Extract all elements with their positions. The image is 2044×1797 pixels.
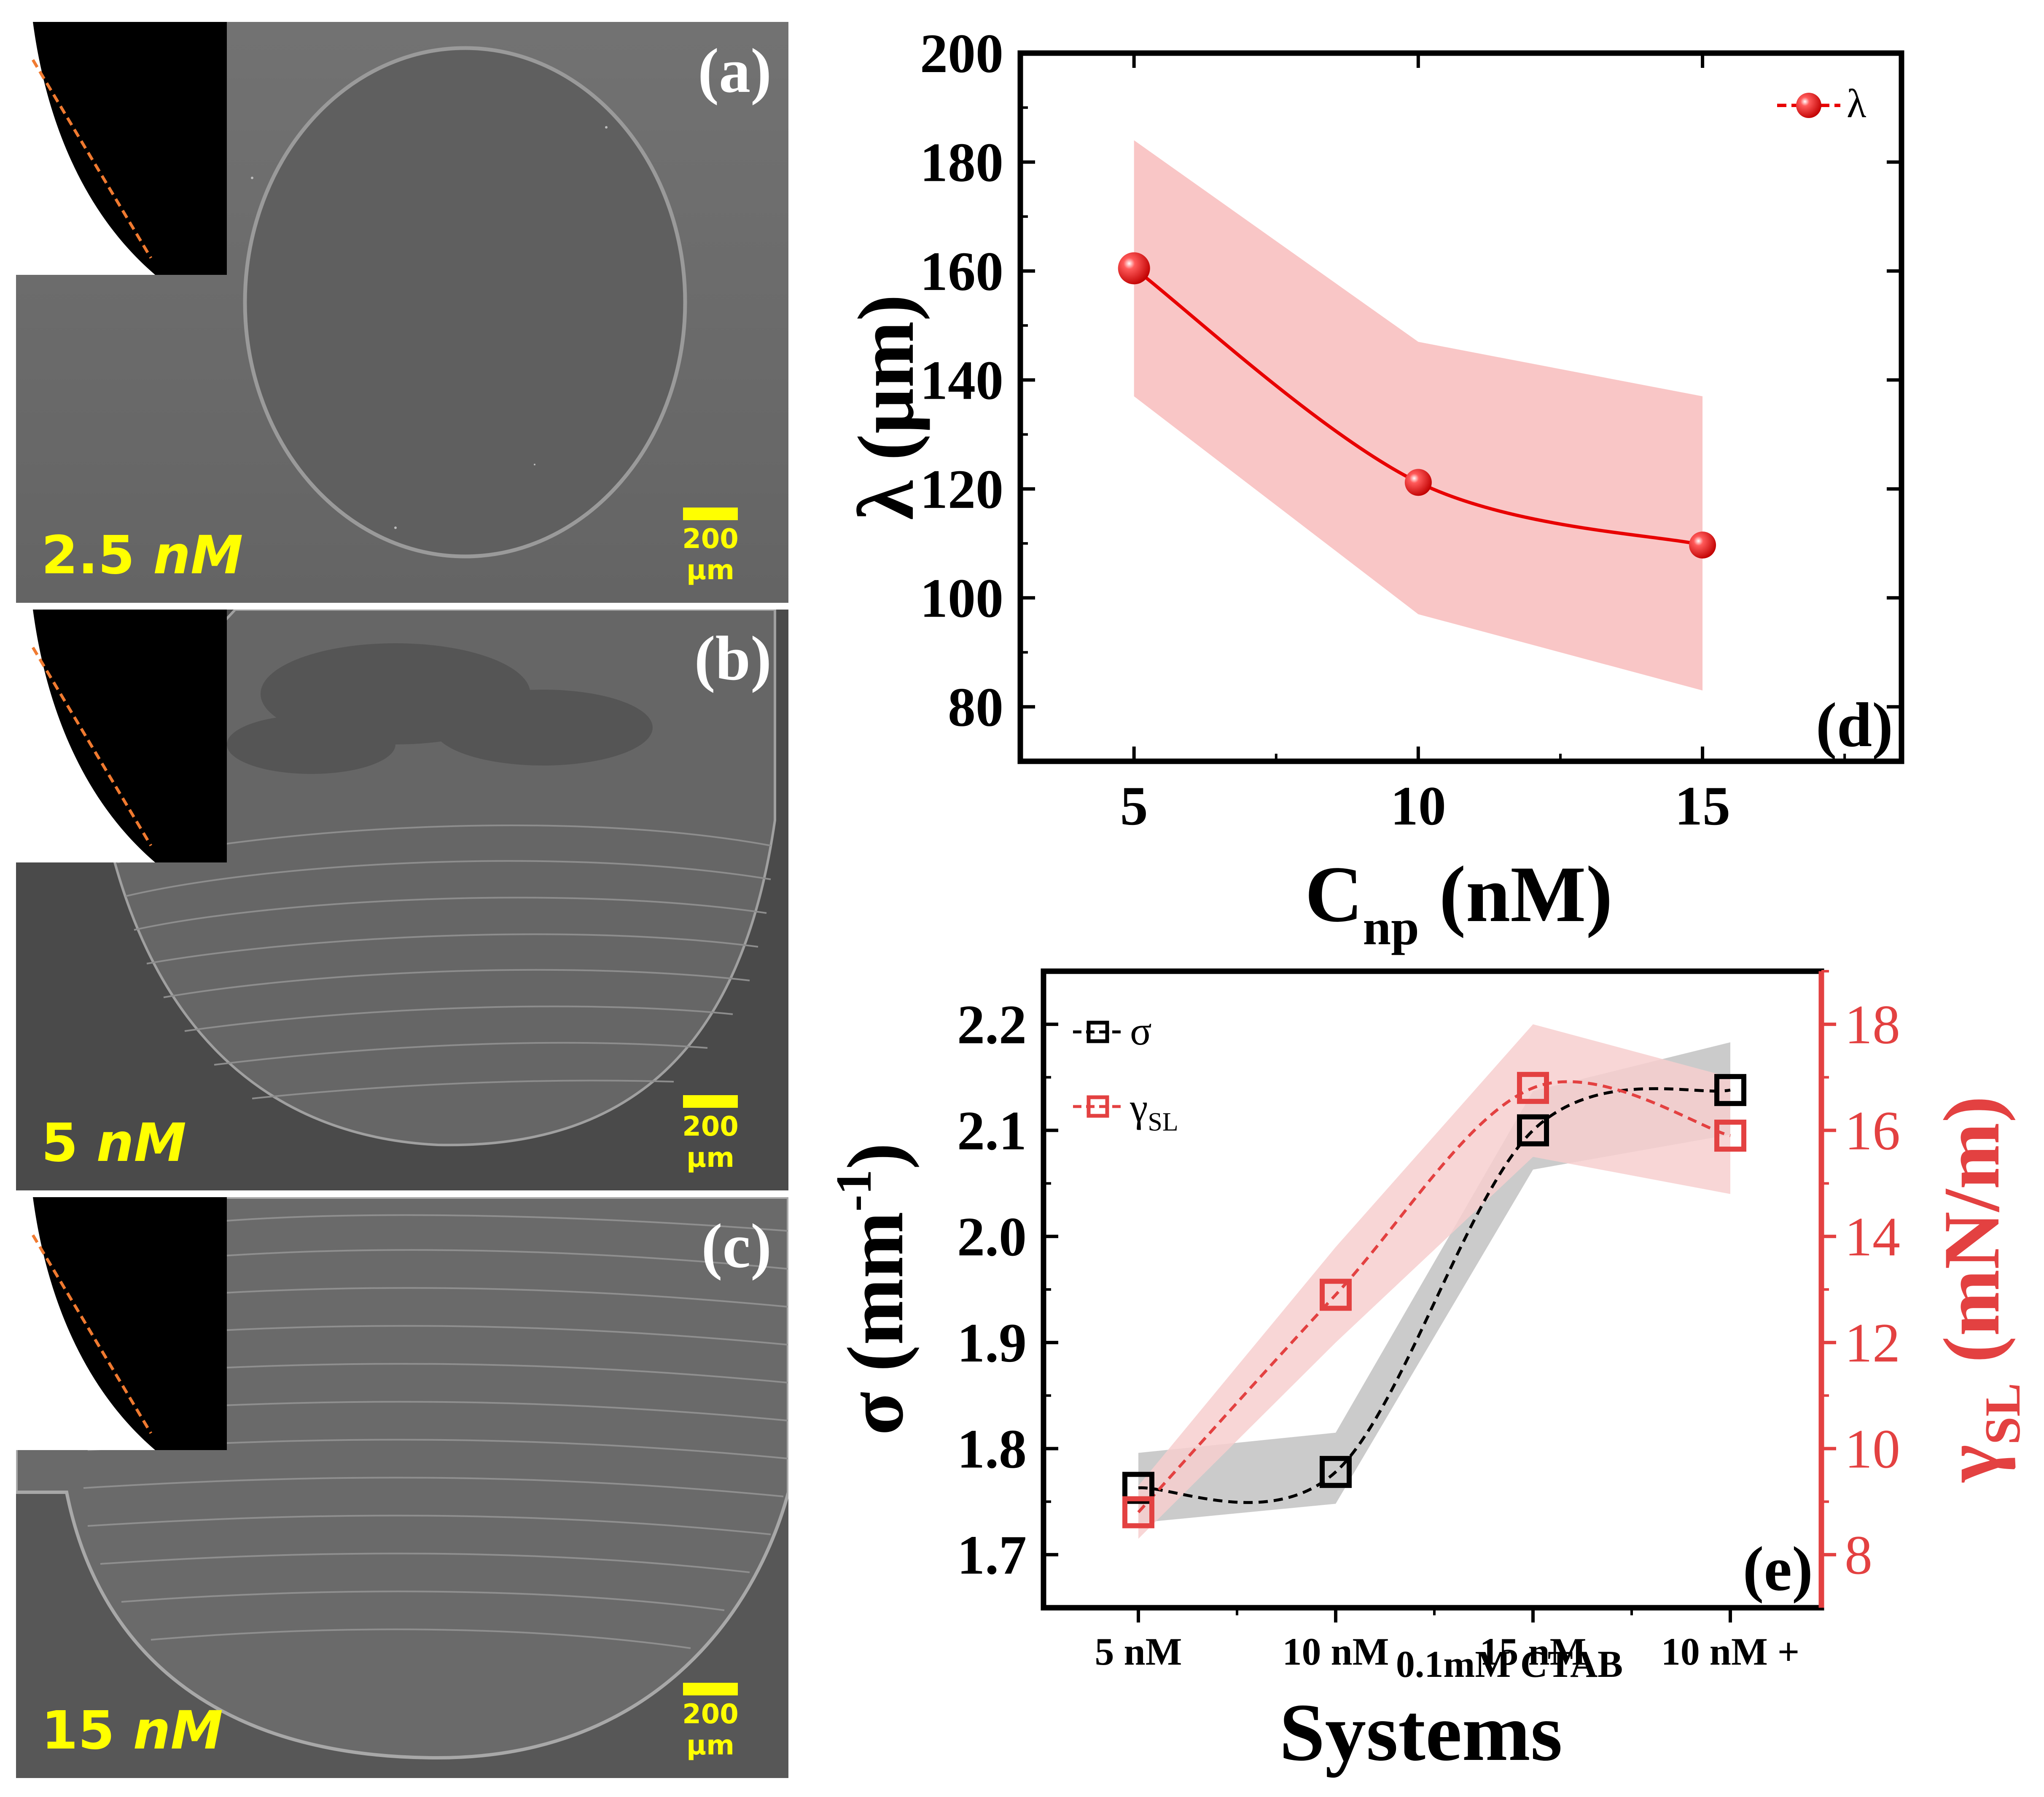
chart-e-ytick-right-label: 18 bbox=[1845, 994, 1900, 1056]
sigma-point-1 bbox=[1320, 1456, 1352, 1488]
chart-e-ytick-left-label: 2.2 bbox=[957, 994, 1027, 1056]
chart-e-xtick-label: 10 nM bbox=[1283, 1630, 1389, 1673]
panel-tag-a: (a) bbox=[698, 36, 772, 106]
chart-d-xtick-label: 5 bbox=[1120, 775, 1148, 837]
category-note: 0.1mM CTAB bbox=[1396, 1644, 1623, 1685]
droplet-inset-b bbox=[16, 610, 227, 862]
chart-d-ylabel: λ (µm) bbox=[842, 294, 931, 520]
sigma-point-3 bbox=[1714, 1074, 1746, 1106]
sigma-point-2 bbox=[1517, 1114, 1549, 1147]
chart-d-ytick-label: 80 bbox=[948, 676, 1003, 738]
chart-e-xtick-label: 10 nM + bbox=[1661, 1630, 1799, 1673]
chart-d-legend: λ bbox=[1777, 81, 1866, 126]
droplet-inset-c bbox=[16, 1197, 227, 1450]
sem-panel-a: (a) 2.5 nM 200 µm bbox=[16, 22, 788, 603]
chart-e-ytick-left-label: 1.9 bbox=[957, 1312, 1027, 1374]
concentration-label-b: 5 nM bbox=[41, 1112, 186, 1174]
chart-d-ytick-label: 140 bbox=[920, 349, 1003, 411]
lambda-point-10 bbox=[1404, 469, 1432, 496]
gamma-line bbox=[1137, 1080, 1731, 1513]
chart-e-ytick-right-label: 8 bbox=[1845, 1524, 1872, 1586]
concentration-label-a: 2.5 nM bbox=[41, 525, 243, 586]
chart-e-ylabel-right: γSL (mN/m) bbox=[1928, 1096, 2031, 1483]
chart-e-xlabel: Systems bbox=[1279, 1687, 1563, 1778]
chart-d-ytick-label: 160 bbox=[920, 240, 1003, 302]
panel-tag-c: (c) bbox=[701, 1211, 772, 1281]
chart-d-xlabel: Cnp (nM) bbox=[1305, 850, 1613, 955]
sigma-point-0 bbox=[1122, 1472, 1154, 1504]
gamma-point-2 bbox=[1517, 1072, 1549, 1104]
scale-bar-b: 200 µm bbox=[658, 1095, 763, 1174]
lambda-point-15 bbox=[1689, 531, 1716, 559]
sigma-error-band bbox=[1138, 1042, 1730, 1523]
chart-e-ytick-left-label: 2.1 bbox=[957, 1100, 1027, 1162]
chart-e-frame bbox=[1041, 968, 1824, 1611]
legend-marker-lambda bbox=[1796, 93, 1821, 118]
chart-e-xtick-label: 5 nM bbox=[1095, 1630, 1182, 1673]
sigma-line bbox=[1138, 1087, 1731, 1504]
chart-e-ytick-right-label: 10 bbox=[1845, 1418, 1900, 1480]
chart-d-ytick-label: 200 bbox=[920, 22, 1003, 84]
chart-e-ylabel-left: σ (mm-1) bbox=[826, 1143, 920, 1435]
gamma-error-band bbox=[1138, 1024, 1730, 1539]
panel-tag-b: (b) bbox=[694, 623, 772, 693]
gamma-point-1 bbox=[1320, 1279, 1352, 1311]
chart-e-ytick-right-label: 12 bbox=[1845, 1312, 1900, 1374]
lambda-error-band bbox=[1134, 140, 1703, 690]
chart-e-legend: σ γSL bbox=[1073, 1008, 1178, 1136]
droplet-inset-a bbox=[16, 22, 227, 275]
legend-label-gamma: γSL bbox=[1130, 1085, 1178, 1136]
scale-bar-c: 200 µm bbox=[658, 1683, 763, 1761]
chart-d-ytick-label: 180 bbox=[920, 131, 1003, 193]
lambda-line bbox=[1133, 267, 1703, 547]
chart-d-frame bbox=[1017, 50, 1904, 764]
panel-tag-e: (e) bbox=[1743, 1534, 1813, 1604]
lambda-point-5 bbox=[1118, 252, 1150, 285]
chart-e-ytick-left-label: 2.0 bbox=[957, 1206, 1027, 1268]
chart-e-ytick-left-label: 1.8 bbox=[957, 1418, 1027, 1480]
chart-e-xtick-label: 15 nM bbox=[1480, 1630, 1587, 1673]
legend-label-sigma: σ bbox=[1130, 1008, 1152, 1053]
chart-d-ytick-label: 100 bbox=[920, 567, 1003, 629]
chart-e-ytick-right-label: 14 bbox=[1845, 1206, 1900, 1268]
concentration-label-c: 15 nM bbox=[41, 1700, 223, 1761]
legend-marker-sigma bbox=[1087, 1021, 1109, 1043]
sem-image-a bbox=[16, 22, 788, 603]
chart-d-xtick-label: 15 bbox=[1675, 775, 1730, 837]
chart-e-ytick-left-label: 1.7 bbox=[957, 1524, 1027, 1586]
sem-panel-b: (b) 5 nM 200 µm bbox=[16, 610, 788, 1190]
gamma-point-3 bbox=[1714, 1120, 1746, 1152]
chart-d-xtick-label: 10 bbox=[1390, 775, 1446, 837]
legend-label-lambda: λ bbox=[1847, 81, 1866, 126]
scale-bar-a: 200 µm bbox=[658, 508, 763, 586]
chart-d-ytick-label: 120 bbox=[920, 458, 1003, 520]
panel-tag-d: (d) bbox=[1816, 690, 1893, 760]
legend-marker-gamma bbox=[1087, 1095, 1109, 1118]
sem-panel-c: (c) 15 nM 200 µm bbox=[16, 1197, 788, 1778]
chart-e-ytick-right-label: 16 bbox=[1845, 1100, 1900, 1162]
gamma-point-0 bbox=[1122, 1496, 1154, 1528]
